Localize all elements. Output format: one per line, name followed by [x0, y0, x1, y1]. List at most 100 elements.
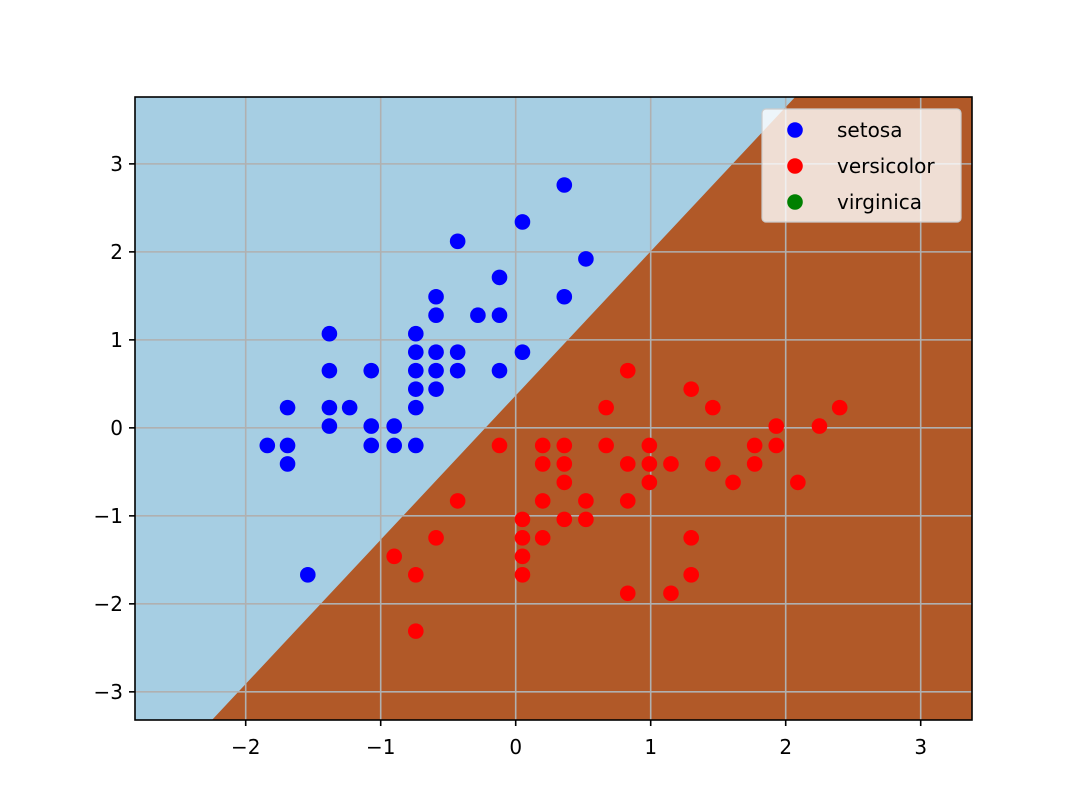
versicolor-point [746, 437, 763, 454]
setosa-point [491, 362, 508, 379]
versicolor-point [598, 399, 614, 416]
versicolor-point [386, 548, 403, 565]
versicolor-point [746, 456, 763, 472]
versicolor-point [725, 474, 741, 491]
setosa-point [408, 381, 424, 397]
setosa-point [408, 362, 424, 379]
setosa-point [279, 437, 296, 454]
setosa-point [363, 437, 380, 454]
setosa-point [514, 214, 531, 230]
setosa-point [514, 344, 531, 360]
legend-marker-virginica [787, 194, 803, 210]
setosa-point [279, 456, 296, 472]
versicolor-point [790, 474, 806, 491]
setosa-point [321, 325, 338, 342]
setosa-point [408, 437, 424, 454]
versicolor-point [534, 493, 551, 509]
setosa-point [341, 399, 358, 416]
plot-frame [134, 96, 973, 721]
x-tick-label: 2 [779, 735, 792, 759]
x-tick-label: 1 [644, 735, 657, 759]
setosa-point [408, 399, 424, 416]
setosa-point [449, 233, 466, 250]
versicolor-point [514, 548, 531, 565]
y-axis: −3 −2 −1 0 1 2 3 [94, 152, 135, 704]
setosa-point [556, 177, 573, 193]
versicolor-point [619, 362, 636, 379]
versicolor-point [514, 511, 531, 528]
versicolor-point [811, 418, 828, 434]
versicolor-point [619, 585, 636, 602]
versicolor-point [556, 474, 573, 491]
versicolor-point [705, 456, 721, 472]
setosa-point [428, 288, 444, 305]
x-axis: −2 −1 0 1 2 3 [231, 720, 927, 759]
versicolor-point [768, 437, 785, 454]
y-tick-label: 0 [110, 416, 123, 440]
versicolor-point [663, 585, 679, 602]
versicolor-point [534, 530, 551, 546]
y-tick-label: 2 [110, 240, 123, 264]
versicolor-point [514, 530, 531, 546]
versicolor-point [491, 437, 508, 454]
data-points [259, 177, 848, 639]
versicolor-point [408, 623, 424, 639]
versicolor-point [556, 511, 573, 528]
setosa-point [491, 307, 508, 324]
versicolor-point [641, 456, 658, 472]
legend-label-versicolor: versicolor [837, 154, 935, 178]
setosa-point [321, 418, 338, 434]
setosa-point [491, 269, 508, 286]
versicolor-point [598, 437, 614, 454]
setosa-point [408, 325, 424, 342]
setosa-point [449, 362, 466, 379]
y-tick-label: −1 [94, 504, 123, 528]
setosa-point [408, 344, 424, 360]
x-tick-label: −1 [366, 735, 395, 759]
y-tick-label: 3 [110, 152, 123, 176]
versicolor-point [683, 567, 699, 583]
versicolor-point [683, 530, 699, 546]
y-tick-label: −2 [94, 592, 123, 616]
setosa-point [279, 399, 296, 416]
versicolor-point [514, 567, 531, 583]
setosa-point [363, 362, 380, 379]
setosa-point [470, 307, 486, 324]
versicolor-point [831, 399, 848, 416]
versicolor-point [641, 474, 658, 491]
versicolor-point [619, 456, 636, 472]
x-tick-label: 0 [509, 735, 522, 759]
legend: setosa versicolor virginica [761, 108, 962, 223]
x-tick-label: 3 [914, 735, 927, 759]
versicolor-region [211, 97, 972, 720]
y-tick-label: −3 [94, 680, 123, 704]
setosa-point [259, 437, 276, 454]
versicolor-point [578, 493, 594, 509]
versicolor-point [663, 456, 679, 472]
versicolor-point [641, 437, 658, 454]
setosa-point [556, 288, 573, 305]
setosa-point [449, 344, 466, 360]
setosa-point [321, 399, 338, 416]
versicolor-point [428, 530, 444, 546]
setosa-point [386, 418, 403, 434]
grid-lines [135, 97, 972, 720]
legend-box [761, 108, 962, 223]
versicolor-point [534, 437, 551, 454]
setosa-point [428, 362, 444, 379]
versicolor-point [578, 511, 594, 528]
legend-marker-setosa [787, 122, 803, 138]
setosa-point [578, 251, 594, 267]
versicolor-point [408, 567, 424, 583]
setosa-point [300, 567, 316, 583]
y-tick-label: 1 [110, 328, 123, 352]
versicolor-point [705, 399, 721, 416]
versicolor-point [619, 493, 636, 509]
versicolor-point [683, 381, 699, 397]
versicolor-point [556, 437, 573, 454]
versicolor-point [768, 418, 785, 434]
versicolor-point [449, 493, 466, 509]
setosa-point [428, 307, 444, 324]
versicolor-point [556, 456, 573, 472]
legend-label-virginica: virginica [837, 190, 922, 214]
